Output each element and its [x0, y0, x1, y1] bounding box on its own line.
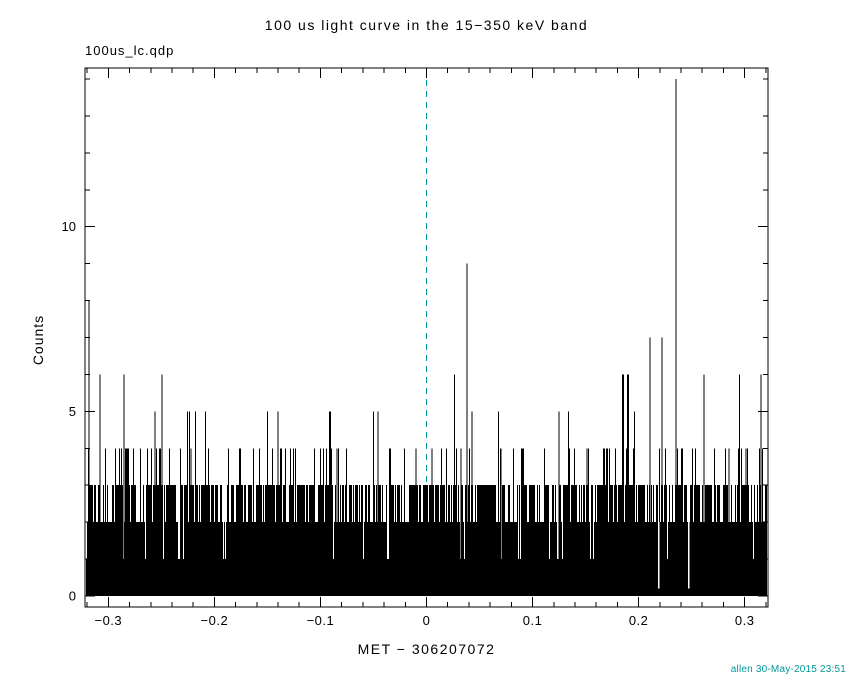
- x-tick-label: −0.2: [201, 613, 229, 628]
- count-gap: [688, 522, 690, 589]
- count-spike: [745, 448, 747, 596]
- count-spike: [649, 337, 651, 596]
- count-spike: [521, 448, 523, 596]
- count-spike: [161, 374, 163, 596]
- count-spike: [627, 374, 629, 596]
- baseline-band: [86, 559, 767, 596]
- count-spike: [728, 448, 730, 596]
- x-tick-label: 0.2: [629, 613, 649, 628]
- count-spike: [703, 374, 705, 596]
- count-spike: [681, 448, 683, 596]
- count-spike: [154, 411, 156, 596]
- count-spike: [500, 448, 502, 596]
- count-spike: [277, 411, 279, 596]
- chart-title: 100 us light curve in the 15−350 keV ban…: [264, 17, 589, 33]
- count-spike: [415, 448, 417, 596]
- count-spike: [377, 411, 379, 596]
- count-spike: [239, 448, 241, 596]
- count-spike: [329, 411, 331, 596]
- count-spike: [123, 374, 125, 596]
- y-tick-label: 0: [69, 588, 76, 603]
- x-axis-label: MET − 306207072: [357, 641, 496, 657]
- credit-text: allen 30-May-2015 23:51: [730, 664, 846, 675]
- x-tick-label: −0.1: [307, 613, 335, 628]
- count-spike: [558, 411, 560, 596]
- count-spike: [460, 448, 462, 596]
- y-tick-label: 10: [62, 219, 76, 234]
- count-spike: [125, 448, 129, 596]
- x-tick-label: 0.1: [523, 613, 543, 628]
- count-spike: [336, 448, 338, 596]
- count-spike: [280, 448, 282, 596]
- y-tick-label: 5: [69, 404, 76, 419]
- x-tick-label: 0.3: [735, 613, 755, 628]
- count-spike: [760, 374, 762, 596]
- count-gap: [658, 522, 660, 589]
- count-spike: [622, 374, 624, 596]
- count-spike: [99, 374, 101, 596]
- histogram-data: [86, 79, 767, 596]
- count-spike: [431, 448, 433, 596]
- axis-ticks: [85, 68, 768, 607]
- count-spike: [675, 79, 677, 596]
- x-tick-label: −0.3: [94, 613, 122, 628]
- x-tick-label: 0: [423, 613, 431, 628]
- file-label: 100us_lc.qdp: [85, 43, 175, 58]
- count-spike: [471, 411, 473, 596]
- count-spike: [661, 337, 663, 596]
- count-spike: [190, 448, 192, 596]
- count-spike: [586, 448, 588, 596]
- count-spike: [466, 263, 468, 596]
